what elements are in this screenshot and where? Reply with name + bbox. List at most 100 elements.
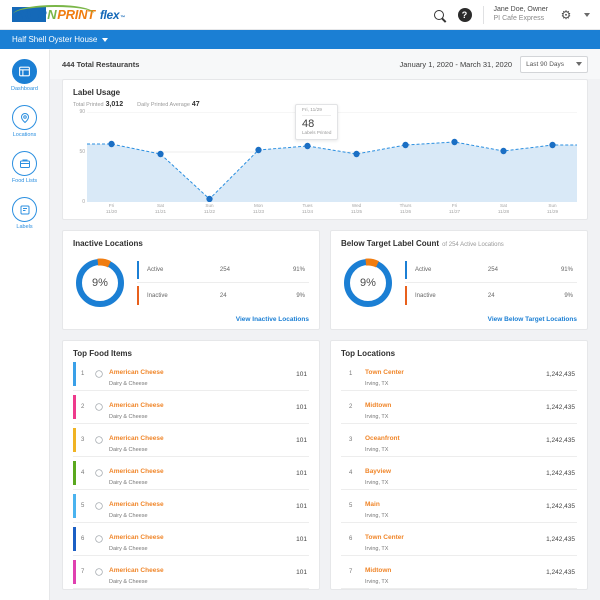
rank-number: 6 xyxy=(349,536,353,543)
list-item[interactable]: 3 American Cheese Dairy & Cheese 101 xyxy=(73,424,309,458)
chart-data-point[interactable] xyxy=(206,195,213,203)
sidebar-item-dashboard[interactable]: Dashboard xyxy=(0,59,49,92)
location-name[interactable]: Main xyxy=(365,501,380,509)
list-item[interactable]: 6 Town Center Irving, TX 1,242,435 xyxy=(341,523,577,557)
label-usage-stats: Total Printed 3,012 Daily Printed Average… xyxy=(73,101,577,108)
broccoli-icon xyxy=(93,434,105,446)
chart-data-point[interactable] xyxy=(304,142,311,150)
item-name[interactable]: American Cheese xyxy=(109,402,164,410)
help-button[interactable]: ? xyxy=(457,7,473,23)
item-name[interactable]: American Cheese xyxy=(109,369,164,377)
list-item[interactable]: 1 American Cheese Dairy & Cheese 101 xyxy=(73,358,309,392)
location-count: 1,242,435 xyxy=(546,502,575,510)
sidebar-item-labels[interactable]: Labels xyxy=(0,197,49,230)
legend-name: Inactive xyxy=(147,292,168,299)
item-text: American Cheese Dairy & Cheese xyxy=(109,459,164,487)
item-name[interactable]: American Cheese xyxy=(109,435,164,443)
list-item[interactable]: 7 Midtown Irving, TX 1,242,435 xyxy=(341,556,577,590)
list-item[interactable]: 4 Bayview Irving, TX 1,242,435 xyxy=(341,457,577,491)
chart-plot-area[interactable] xyxy=(87,112,577,202)
chart-y-axis: 90 50 0 xyxy=(73,109,87,205)
chevron-down-icon[interactable] xyxy=(584,12,590,17)
location-name[interactable]: Town Center xyxy=(365,369,404,377)
legend-row: Inactive 24 9% xyxy=(405,283,577,308)
list-item[interactable]: 3 Oceanfront Irving, TX 1,242,435 xyxy=(341,424,577,458)
chart-data-point[interactable] xyxy=(402,141,409,149)
chart-data-point[interactable] xyxy=(353,150,360,158)
inactive-donut-value: 9% xyxy=(92,277,108,290)
item-count: 101 xyxy=(296,535,307,543)
list-item[interactable]: 4 American Cheese Dairy & Cheese 101 xyxy=(73,457,309,491)
sidebar-item-food-lists[interactable]: Food Lists xyxy=(0,151,49,184)
chart-data-point[interactable] xyxy=(549,141,556,149)
list-item[interactable]: 2 American Cheese Dairy & Cheese 101 xyxy=(73,391,309,425)
location-name[interactable]: Midtown xyxy=(365,402,392,410)
donut-svg xyxy=(343,258,393,308)
item-name[interactable]: American Cheese xyxy=(109,567,164,575)
logo-trademark: ™ xyxy=(120,15,125,21)
date-range-select[interactable]: Last 90 Days xyxy=(520,55,588,73)
location-name[interactable]: Oceanfront xyxy=(365,435,400,443)
rank-number: 7 xyxy=(349,569,353,576)
settings-button[interactable]: ⚙ xyxy=(558,7,574,23)
x-axis-tick: Sat 11/28 xyxy=(497,203,510,215)
list-item[interactable]: 6 American Cheese Dairy & Cheese 101 xyxy=(73,523,309,557)
top-food-items-card: Top Food Items 1 American Cheese Dairy & C… xyxy=(62,340,320,591)
header-divider xyxy=(482,5,484,24)
list-item[interactable]: 7 American Cheese Dairy & Cheese 101 xyxy=(73,556,309,590)
rank-color-bar xyxy=(73,395,76,420)
list-item[interactable]: 5 American Cheese Dairy & Cheese 101 xyxy=(73,490,309,524)
list-item[interactable]: 2 Midtown Irving, TX 1,242,435 xyxy=(341,391,577,425)
location-name[interactable]: Bayview xyxy=(365,468,392,476)
chevron-down-icon[interactable] xyxy=(102,37,109,42)
legend-value: 254 xyxy=(219,267,230,274)
user-info[interactable]: Jane Doe, Owner PI Cafe Express xyxy=(494,6,548,24)
view-below-target-locations-link[interactable]: View Below Target Locations xyxy=(487,316,577,324)
item-category: Dairy & Cheese xyxy=(109,480,148,487)
item-text: Midtown Irving, TX xyxy=(365,393,391,421)
location-city: Irving, TX xyxy=(365,447,389,454)
x-axis-tick: Mon 11/23 xyxy=(252,203,265,215)
item-text: Main Irving, TX xyxy=(365,492,388,520)
chart-data-point[interactable] xyxy=(500,147,507,155)
app-logo[interactable]: PREP N PRINT flex ™ xyxy=(12,5,125,22)
food-list-icon xyxy=(12,151,37,176)
chart-data-point[interactable] xyxy=(157,150,164,158)
logo-prep: PREP xyxy=(12,7,47,22)
sidebar-item-locations[interactable]: Locations xyxy=(0,105,49,138)
search-button[interactable] xyxy=(431,7,447,23)
cheese-icon xyxy=(93,467,105,479)
list-item[interactable]: 5 Main Irving, TX 1,242,435 xyxy=(341,490,577,524)
legend-row: Inactive 24 9% xyxy=(137,283,309,308)
item-name[interactable]: American Cheese xyxy=(109,534,164,542)
item-count: 101 xyxy=(296,436,307,444)
location-city: Irving, TX xyxy=(365,546,389,553)
chart-data-point[interactable] xyxy=(255,146,262,154)
top-locations-card: Top Locations 1 Town Center Irving, TX 1,24… xyxy=(330,340,588,591)
stat-value: 3,012 xyxy=(105,101,124,108)
inactive-legend: Active 254 91% Inactive 24 9% xyxy=(137,258,309,308)
below-target-legend: Active 254 91% Inactive 24 9% xyxy=(405,258,577,308)
legend-color-bar xyxy=(405,261,407,280)
organization-bar[interactable]: Half Shell Oyster House xyxy=(0,30,600,49)
list-item[interactable]: 1 Town Center Irving, TX 1,242,435 xyxy=(341,358,577,392)
legend-name: Active xyxy=(415,267,432,274)
bread-icon xyxy=(93,401,105,413)
top-header: PREP N PRINT flex ™ ? Jane Doe, Owner PI… xyxy=(0,0,600,30)
location-name[interactable]: Town Center xyxy=(365,534,404,542)
item-count: 101 xyxy=(296,469,307,477)
inactive-locations-title: Inactive Locations xyxy=(73,239,143,249)
main-content: 444 Total Restaurants January 1, 2020 - … xyxy=(50,49,600,600)
chart-data-point[interactable] xyxy=(108,140,115,148)
user-name: Jane Doe, Owner xyxy=(493,5,548,13)
date-range-select-value: Last 90 Days xyxy=(526,60,564,68)
item-name[interactable]: American Cheese xyxy=(109,501,164,509)
item-name[interactable]: American Cheese xyxy=(109,468,164,476)
location-name[interactable]: Midtown xyxy=(365,567,392,575)
inactive-locations-card: Inactive Locations 9% xyxy=(62,230,320,331)
rank-number: 2 xyxy=(349,404,353,411)
chevron-down-icon xyxy=(576,62,582,66)
chart-data-point[interactable] xyxy=(451,138,458,146)
stat-label: Total Printed xyxy=(73,102,104,108)
view-inactive-locations-link[interactable]: View Inactive Locations xyxy=(235,316,309,324)
